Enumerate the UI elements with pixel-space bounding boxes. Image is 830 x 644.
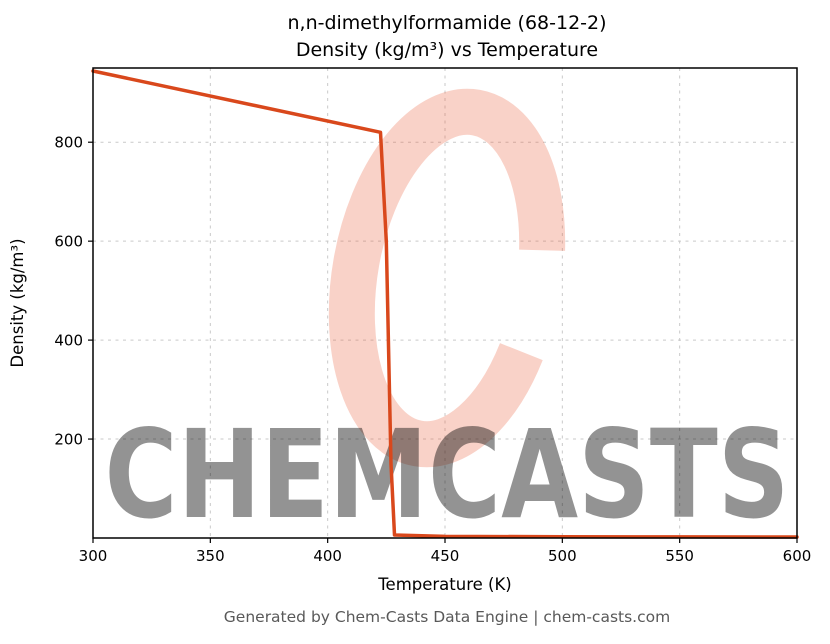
x-tick-label: 550 <box>665 547 694 565</box>
x-axis-label: Temperature (K) <box>377 575 511 594</box>
x-tick-label: 450 <box>431 547 460 565</box>
ticks-layer: 300 350 400 450 500 550 600 200 400 600 800 <box>54 134 811 565</box>
x-tick-label: 350 <box>196 547 225 565</box>
y-axis-label: Density (kg/m³) <box>8 238 27 367</box>
x-tick-label: 500 <box>548 547 577 565</box>
y-tick-label: 800 <box>54 134 83 152</box>
x-tick-label: 400 <box>313 547 342 565</box>
x-tick-label: 300 <box>79 547 108 565</box>
series-layer <box>91 69 799 539</box>
chart-title-line1: n,n-dimethylformamide (68-12-2) <box>287 12 606 34</box>
density-line-series <box>91 69 799 539</box>
y-tick-label: 400 <box>54 332 83 350</box>
y-tick-label: 600 <box>54 233 83 251</box>
watermark-layer: CHEMCASTS <box>105 88 790 546</box>
chemcasts-watermark-text: CHEMCASTS <box>105 404 790 546</box>
x-tick-label: 600 <box>783 547 812 565</box>
chart-title-line2: Density (kg/m³) vs Temperature <box>296 39 598 61</box>
footer-text: Generated by Chem-Casts Data Engine | ch… <box>224 608 670 626</box>
y-tick-label: 200 <box>54 431 83 449</box>
chemcasts-logo-watermark-icon <box>328 88 566 468</box>
